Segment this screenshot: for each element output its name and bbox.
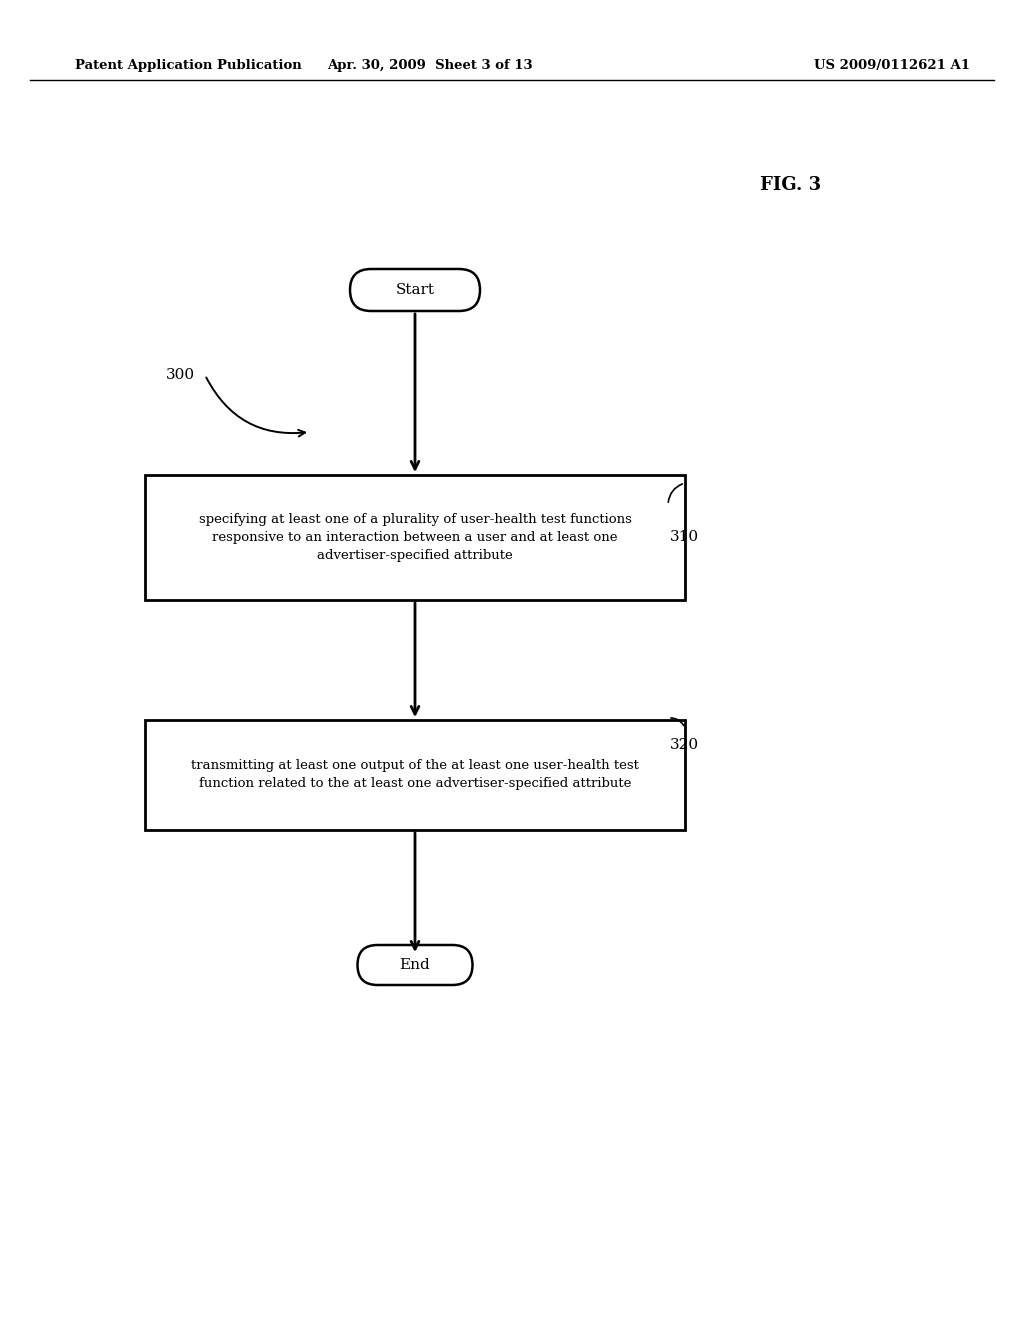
Text: 320: 320 (670, 738, 699, 752)
Text: Apr. 30, 2009  Sheet 3 of 13: Apr. 30, 2009 Sheet 3 of 13 (328, 58, 532, 71)
Text: FIG. 3: FIG. 3 (760, 176, 821, 194)
Text: 300: 300 (166, 368, 195, 381)
FancyBboxPatch shape (145, 475, 685, 601)
Text: transmitting at least one output of the at least one user-health test
function r: transmitting at least one output of the … (191, 759, 639, 791)
FancyBboxPatch shape (357, 945, 472, 985)
Text: Patent Application Publication: Patent Application Publication (75, 58, 302, 71)
FancyBboxPatch shape (350, 269, 480, 312)
Text: US 2009/0112621 A1: US 2009/0112621 A1 (814, 58, 970, 71)
Text: 310: 310 (670, 531, 699, 544)
FancyBboxPatch shape (145, 719, 685, 830)
Text: End: End (399, 958, 430, 972)
Text: Start: Start (395, 282, 434, 297)
Text: specifying at least one of a plurality of user-health test functions
responsive : specifying at least one of a plurality o… (199, 513, 632, 562)
